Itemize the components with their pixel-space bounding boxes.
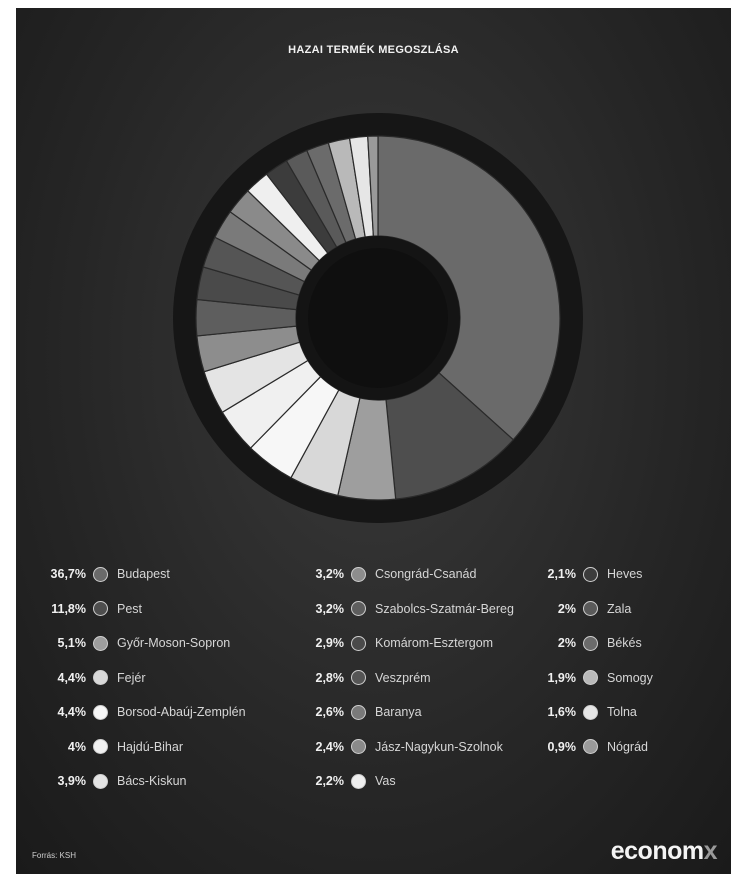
legend-value: 4,4%: [57, 670, 87, 685]
legend-swatch: [351, 704, 366, 720]
legend-label: Tolna: [607, 705, 637, 719]
legend-swatch: [583, 601, 598, 616]
legend-swatch: [351, 773, 366, 789]
legend-item: 3,2% Csongrád-Csanád: [274, 563, 476, 585]
legend-value: 4%: [67, 739, 86, 754]
legend-label: Budapest: [117, 567, 170, 581]
legend-value: 2%: [557, 601, 576, 616]
legend-label: Borsod-Abaúj-Zemplén: [117, 705, 246, 719]
legend-label: Vas: [375, 774, 396, 788]
legend-swatch: [93, 670, 108, 685]
legend-value: 1,6%: [547, 705, 577, 719]
legend-swatch: [93, 739, 108, 754]
legend-value: 4,4%: [57, 705, 87, 719]
legend-item: 2,6% Baranya: [274, 701, 422, 723]
legend-swatch: [351, 635, 366, 651]
legend-label: Csongrád-Csanád: [375, 567, 477, 581]
legend-swatch: [583, 739, 598, 754]
legend-label: Békés: [607, 636, 642, 650]
legend-value: 3,2%: [315, 567, 345, 581]
legend-swatch: [583, 566, 598, 582]
legend-swatch: [93, 704, 108, 720]
legend-item: 1,6% Tolna: [506, 701, 637, 723]
legend-swatch: [93, 566, 108, 582]
legend-swatch: [93, 601, 108, 616]
logo-accent: x: [703, 837, 718, 865]
legend-label: Veszprém: [375, 670, 431, 685]
legend-label: Pest: [117, 601, 143, 616]
legend-value: 2,4%: [315, 739, 345, 754]
legend-label: Komárom-Esztergom: [375, 636, 494, 650]
source-note: Forrás: KSH: [32, 851, 77, 860]
legend-swatch: [93, 635, 108, 651]
legend-swatch: [583, 635, 598, 651]
legend: 36,7% Budapest 11,8% Pest 5,1% Győr-Moson-Sop…: [16, 563, 731, 803]
economx-logo: economx: [610, 837, 718, 866]
legend-item: 0,9% Nógrád: [506, 736, 648, 758]
legend-item: 4,4% Fejér: [16, 667, 145, 689]
legend-label: Somogy: [607, 670, 653, 685]
legend-item: 2,9% Komárom-Esztergom: [274, 632, 493, 654]
legend-label: Zala: [607, 601, 632, 616]
legend-item: 36,7% Budapest: [16, 563, 170, 585]
donut-slices: [195, 135, 561, 501]
legend-label: Hajdú-Bihar: [117, 739, 184, 754]
legend-label: Szabolcs-Szatmár-Bereg: [375, 601, 514, 616]
legend-label: Jász-Nagykun-Szolnok: [375, 739, 503, 754]
donut-chart: [173, 113, 583, 523]
legend-value: 2,8%: [315, 670, 345, 685]
legend-value: 2,6%: [315, 705, 345, 719]
legend-item: 3,9% Bács-Kiskun: [16, 770, 186, 792]
legend-item: 2,2% Vas: [274, 770, 396, 792]
legend-item: 4% Hajdú-Bihar: [16, 736, 183, 758]
legend-item: 4,4% Borsod-Abaúj-Zemplén: [16, 701, 246, 723]
legend-item: 1,9% Somogy: [506, 667, 653, 689]
legend-item: 2,1% Heves: [506, 563, 642, 585]
legend-item: 3,2% Szabolcs-Szatmár-Bereg: [274, 598, 514, 620]
legend-label: Győr-Moson-Sopron: [117, 636, 231, 650]
donut-hole-inner: [308, 248, 448, 388]
legend-value: 2%: [557, 636, 576, 650]
legend-value: 2,2%: [315, 774, 345, 788]
legend-value: 2,9%: [315, 636, 345, 650]
legend-item: 2,8% Veszprém: [274, 667, 431, 689]
logo-text: econom: [610, 837, 704, 865]
legend-item: 5,1% Győr-Moson-Sopron: [16, 632, 230, 654]
legend-item: 2,4% Jász-Nagykun-Szolnok: [274, 736, 503, 758]
legend-item: 2% Zala: [506, 598, 631, 620]
legend-swatch: [351, 601, 366, 616]
chart-title: HAZAI TERMÉK MEGOSZLÁSA: [288, 44, 459, 56]
legend-label: Baranya: [375, 705, 422, 719]
legend-value: 2,1%: [547, 567, 577, 581]
legend-label: Heves: [607, 567, 643, 581]
legend-value: 0,9%: [547, 739, 577, 754]
legend-value: 5,1%: [57, 636, 87, 650]
legend-swatch: [351, 566, 366, 582]
legend-swatch: [351, 739, 366, 754]
legend-item: 2% Békés: [506, 632, 642, 654]
legend-swatch: [583, 704, 598, 720]
legend-value: 11,8%: [51, 601, 86, 616]
legend-item: 11,8% Pest: [16, 598, 142, 620]
legend-value: 3,9%: [57, 774, 87, 788]
legend-label: Fejér: [117, 670, 146, 685]
legend-swatch: [351, 670, 366, 685]
legend-value: 3,2%: [315, 601, 345, 616]
legend-value: 36,7%: [50, 567, 86, 581]
chart-panel: HAZAI TERMÉK MEGOSZLÁSA 36,7% Budapest 11,…: [16, 8, 731, 874]
legend-swatch: [93, 773, 108, 789]
legend-label: Nógrád: [607, 739, 648, 754]
legend-swatch: [583, 670, 598, 685]
legend-value: 1,9%: [547, 670, 577, 685]
legend-label: Bács-Kiskun: [117, 774, 187, 788]
